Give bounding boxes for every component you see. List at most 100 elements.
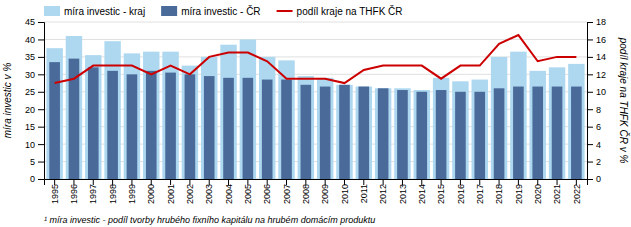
bar xyxy=(356,87,372,179)
bar xyxy=(378,88,389,179)
tick-label: 20 xyxy=(25,105,35,115)
bar xyxy=(433,78,449,179)
tick: 2004 xyxy=(224,179,234,204)
tick: 14 xyxy=(587,52,606,62)
tick-mark xyxy=(587,109,593,110)
tick: 35 xyxy=(25,52,44,62)
tick-mark xyxy=(38,179,44,180)
tick-label: 35 xyxy=(25,52,35,62)
bar xyxy=(301,85,312,179)
chart: 0510152025303540450246810121416181995199… xyxy=(0,0,631,227)
tick-label: 2018 xyxy=(494,184,504,204)
axis: 024681012141618 xyxy=(587,17,606,184)
tick-label: 40 xyxy=(25,35,35,45)
bar xyxy=(281,80,292,179)
bar xyxy=(513,87,524,179)
tick-label: 4 xyxy=(596,139,601,149)
bar xyxy=(568,64,584,179)
tick-label: 2007 xyxy=(282,184,292,204)
tick: 6 xyxy=(587,122,601,132)
plot: 0510152025303540450246810121416181995199… xyxy=(25,17,606,204)
tick-mark xyxy=(38,74,44,75)
bar xyxy=(223,78,234,179)
bar xyxy=(494,88,505,179)
bar xyxy=(240,39,256,179)
tick-label: 10 xyxy=(596,87,606,97)
bar xyxy=(66,36,82,179)
axis: 1995199619971998199920002001200220032004… xyxy=(45,179,588,204)
bar xyxy=(474,92,485,179)
tick-label: 2 xyxy=(596,157,601,167)
tick-mark xyxy=(38,92,44,93)
bar xyxy=(491,57,507,179)
tick: 1996 xyxy=(69,179,79,204)
tick-label: 8 xyxy=(596,105,601,115)
tick-label: 0 xyxy=(30,174,35,184)
tick: 1997 xyxy=(88,179,98,204)
legend-label: podíl kraje na THFK ČR xyxy=(297,5,403,17)
legend-item: míra investic - ČR xyxy=(161,5,260,17)
legend-swatch xyxy=(44,6,60,16)
tick-label: 2016 xyxy=(456,184,466,204)
tick: 2013 xyxy=(398,179,408,204)
legend-swatch xyxy=(277,10,293,12)
tick-label: 2000 xyxy=(146,184,156,204)
bar xyxy=(358,87,369,179)
axis-title: podíl kraje na THFK ČR v % xyxy=(618,37,630,164)
bar xyxy=(259,57,275,179)
tick-label: 1995 xyxy=(50,184,60,204)
footnote: ¹ míra investic - podíl tvorby hrubého f… xyxy=(44,215,375,225)
tick: 2012 xyxy=(378,179,388,204)
legend-label: míra investic - kraj xyxy=(64,6,145,17)
tick-label: 1998 xyxy=(108,184,118,204)
tick: 2009 xyxy=(320,179,330,204)
tick: 2016 xyxy=(456,179,466,204)
bar xyxy=(49,62,60,179)
bar xyxy=(339,85,350,179)
tick: 15 xyxy=(25,122,44,132)
axis-line xyxy=(38,23,45,180)
tick-label: 2019 xyxy=(514,184,524,204)
tick-label: 2012 xyxy=(378,184,388,204)
tick-label: 5 xyxy=(30,157,35,167)
bar xyxy=(127,74,138,179)
tick: 2001 xyxy=(166,179,176,204)
bar xyxy=(414,90,430,179)
tick-label: 2015 xyxy=(436,184,446,204)
tick: 2006 xyxy=(262,179,272,204)
tick: 10 xyxy=(587,87,606,97)
legend: míra investic - kraj míra investic - ČR po… xyxy=(44,5,403,17)
bar xyxy=(204,76,215,179)
tick: 2000 xyxy=(146,179,156,204)
tick: 1998 xyxy=(108,179,118,204)
tick: 2008 xyxy=(301,179,311,204)
tick: 8 xyxy=(587,105,601,115)
tick: 2010 xyxy=(340,179,350,204)
bar xyxy=(571,87,582,179)
tick: 40 xyxy=(25,35,44,45)
tick: 2005 xyxy=(243,179,253,204)
bar xyxy=(262,80,273,179)
tick: 10 xyxy=(25,139,44,149)
bar xyxy=(104,41,120,179)
bar xyxy=(201,57,217,179)
axis-line xyxy=(588,23,594,180)
tick: 1995 xyxy=(50,179,60,204)
tick-label: 15 xyxy=(25,122,35,132)
bar xyxy=(552,87,563,179)
bar xyxy=(510,52,526,179)
tick: 2 xyxy=(587,157,601,167)
tick-label: 2006 xyxy=(262,184,272,204)
tick-label: 25 xyxy=(25,87,35,97)
bar-series xyxy=(46,36,584,179)
tick-mark xyxy=(587,144,593,145)
legend-swatch xyxy=(161,6,177,16)
tick-label: 18 xyxy=(596,17,606,27)
bar xyxy=(375,88,391,179)
bar xyxy=(182,66,198,179)
grid-line xyxy=(44,22,587,23)
bar xyxy=(243,78,254,179)
tick-label: 2002 xyxy=(185,184,195,204)
bar xyxy=(317,78,333,179)
bar xyxy=(107,71,118,179)
